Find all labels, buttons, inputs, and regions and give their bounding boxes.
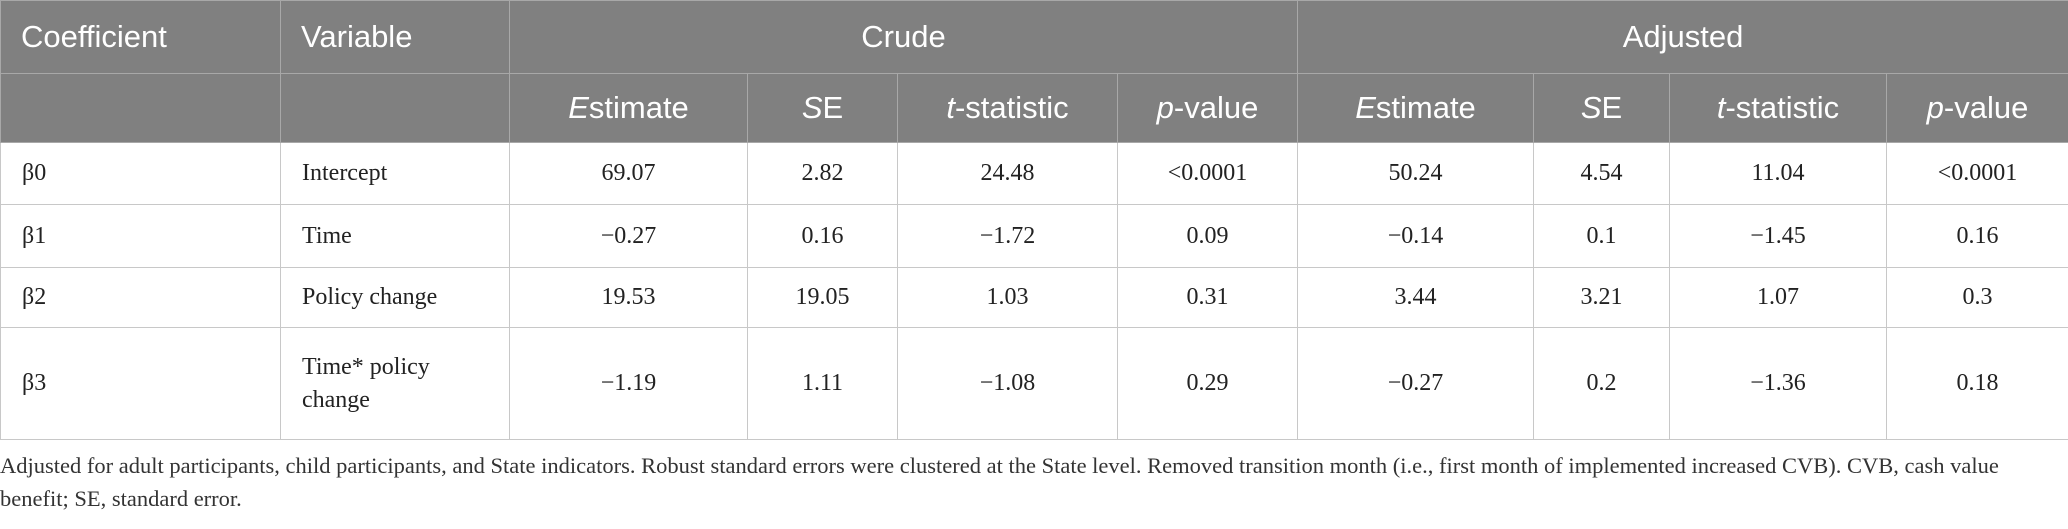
data-cell: 0.3 <box>1885 267 2068 328</box>
data-cell: Time* policy change <box>280 327 510 440</box>
data-cell: 2.82 <box>747 142 898 205</box>
data-cell: −0.27 <box>509 204 748 268</box>
data-cell: 4.54 <box>1533 142 1670 205</box>
subheader-text: Estimate <box>568 90 689 125</box>
data-cell: 0.1 <box>1533 204 1670 268</box>
data-row: β2 Policy change 19.53 19.05 1.03 0.31 3.44 3.2… <box>0 267 2068 328</box>
data-cell: 19.05 <box>747 267 898 328</box>
subheader-cell: Estimate <box>1297 73 1534 143</box>
data-cell: Time <box>280 204 510 268</box>
subheader-text: t-statistic <box>946 90 1069 125</box>
subheader-text: p-value <box>1156 90 1259 125</box>
data-cell: 3.44 <box>1297 267 1534 328</box>
data-row: β1 Time −0.27 0.16 −1.72 0.09 −0.14 0.1 −1.45 0.1… <box>0 204 2068 268</box>
data-cell: 3.21 <box>1533 267 1670 328</box>
data-cell: <0.0001 <box>1117 142 1298 205</box>
data-cell: −1.72 <box>897 204 1118 268</box>
subheader-cell: t-statistic <box>897 73 1118 143</box>
data-cell: 1.03 <box>897 267 1118 328</box>
subheader-row: Estimate SE t-statistic p-value Estimate SE t-… <box>0 73 2068 143</box>
subheader-text: Estimate <box>1355 90 1476 125</box>
data-cell: 1.11 <box>747 327 898 440</box>
header-cell: Variable <box>280 0 510 74</box>
data-cell: β1 <box>0 204 281 268</box>
footnote: Adjusted for adult participants, child p… <box>0 453 1999 511</box>
data-cell: 69.07 <box>509 142 748 205</box>
data-cell: 50.24 <box>1297 142 1534 205</box>
data-cell: Intercept <box>280 142 510 205</box>
subheader-text: SE <box>1580 90 1623 125</box>
data-cell: β0 <box>0 142 281 205</box>
data-cell: −1.36 <box>1669 327 1887 440</box>
header-cell: Crude <box>509 0 1298 74</box>
header-cell: Coefficient <box>0 0 281 74</box>
data-cell: 0.31 <box>1117 267 1298 328</box>
header-cell: Adjusted <box>1296 0 2068 74</box>
data-cell: −1.19 <box>509 327 748 440</box>
subheader-cell: SE <box>747 73 898 143</box>
data-cell: 19.53 <box>509 267 748 328</box>
subheader-text: p-value <box>1926 90 2029 125</box>
subheader-cell: p-value <box>1117 73 1298 143</box>
data-cell: 0.2 <box>1533 327 1670 440</box>
data-cell: −1.08 <box>897 327 1118 440</box>
data-cell: −0.27 <box>1297 327 1534 440</box>
data-cell: β3 <box>0 327 281 440</box>
subheader-cell: t-statistic <box>1669 73 1887 143</box>
data-cell: −0.14 <box>1297 204 1534 268</box>
subheader-text: t-statistic <box>1716 90 1840 125</box>
header-cell <box>280 73 510 143</box>
data-cell: 24.48 <box>897 142 1118 205</box>
data-cell: <0.0001 <box>1885 142 2068 205</box>
data-cell: 0.18 <box>1885 327 2068 440</box>
data-cell: Policy change <box>280 267 510 328</box>
header-cell <box>0 73 281 143</box>
data-cell: 0.09 <box>1117 204 1298 268</box>
data-cell: 11.04 <box>1669 142 1887 205</box>
data-cell: β2 <box>0 267 281 328</box>
data-row: β0 Intercept 69.07 2.82 24.48 <0.0001 50.24 4.5… <box>0 142 2068 205</box>
subheader-cell: p-value <box>1885 73 2068 143</box>
header-row: Coefficient Variable Crude Adjusted <box>0 0 2068 74</box>
subheader-cell: SE <box>1533 73 1670 143</box>
subheader-text: SE <box>801 90 844 125</box>
data-cell: 1.07 <box>1669 267 1887 328</box>
data-cell: 0.29 <box>1117 327 1298 440</box>
data-cell: −1.45 <box>1669 204 1887 268</box>
data-cell: 0.16 <box>1885 204 2068 268</box>
results-table: Coefficient Variable Crude Adjusted Estimate… <box>0 0 2068 440</box>
data-cell: 0.16 <box>747 204 898 268</box>
data-row: β3 Time* policy change −1.19 1.11 −1.08 0.29−… <box>0 327 2068 440</box>
subheader-cell: Estimate <box>509 73 748 143</box>
